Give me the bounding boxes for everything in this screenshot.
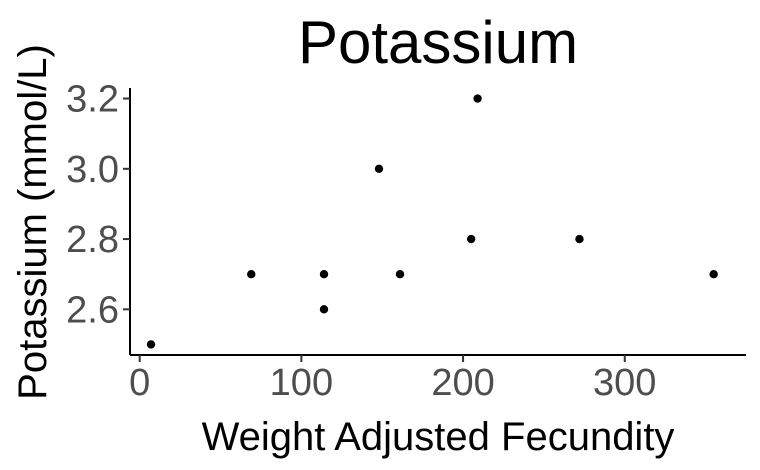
y-axis-title: Potassium (mmol/L) [11,44,55,400]
x-tick-label: 0 [129,362,150,404]
y-tick-label: 2.8 [66,219,119,261]
data-points [146,94,718,349]
y-tick-label: 3.0 [66,149,119,191]
x-axis-title: Weight Adjusted Fecundity [202,415,675,459]
x-tick-label: 300 [593,362,656,404]
data-point [146,340,156,349]
y-tick-label: 2.6 [66,289,119,331]
axes [129,88,746,356]
data-point [319,269,329,279]
data-point [709,269,718,279]
x-tick-label: 200 [431,362,494,404]
data-point [374,164,384,174]
data-point [473,94,482,103]
data-point [319,305,329,314]
y-tick-label: 3.2 [66,79,119,121]
data-point [575,234,584,244]
data-point [395,269,405,279]
data-point [466,234,476,244]
data-point [247,269,256,279]
ticks: 0 100 200 300 2.6 2.8 3.0 3.2 [66,79,656,404]
x-tick-label: 100 [270,362,333,404]
chart-title: Potassium [298,9,578,76]
